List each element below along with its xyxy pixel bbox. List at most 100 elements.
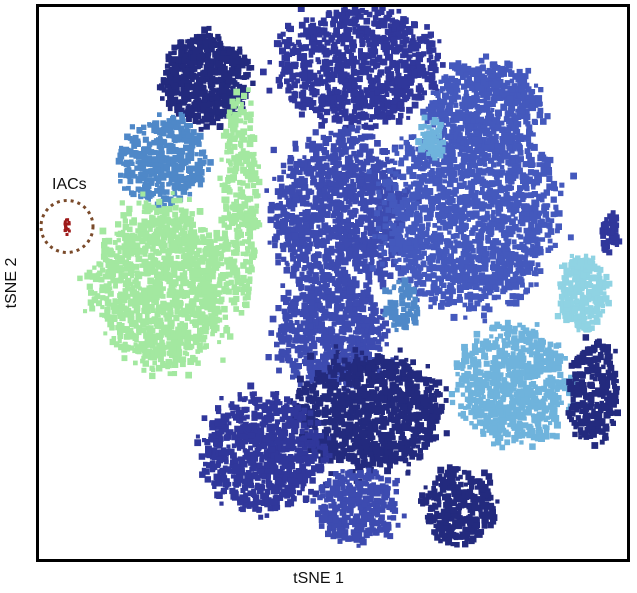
data-point [182,159,189,166]
data-point [323,150,330,156]
data-point [161,286,166,291]
data-point [172,155,180,162]
data-point [291,81,298,88]
data-point [119,296,126,304]
data-point [512,244,518,250]
data-point [141,367,147,373]
data-point [309,145,316,153]
data-point [210,326,218,334]
data-point [414,187,422,195]
data-point [437,239,443,245]
data-point [416,65,422,71]
data-point [244,251,249,257]
data-point [222,102,229,109]
data-point [424,113,431,121]
data-point [317,32,323,38]
data-point [402,86,410,94]
data-point [318,79,325,86]
data-point [146,141,153,147]
data-point [280,204,287,210]
data-point [416,36,422,41]
data-point [253,208,259,214]
data-point [134,235,141,242]
data-point [183,90,190,97]
data-point [305,142,312,149]
data-point [290,172,297,180]
data-point [389,158,395,164]
data-point [491,209,496,215]
data-point [328,180,335,187]
data-point [207,70,213,76]
data-point [117,314,123,319]
data-point [351,109,358,115]
data-point [452,187,459,194]
data-point [217,175,223,181]
data-point [426,58,432,63]
data-point [213,94,220,101]
data-point [293,161,301,168]
data-point [306,214,314,221]
data-point [118,148,125,155]
data-point [179,291,185,297]
data-point [363,204,369,210]
data-point [364,60,370,66]
data-point [379,10,385,16]
data-point [235,73,241,80]
cluster-left-steel [115,112,214,209]
data-point [172,241,178,247]
data-point [337,206,343,211]
data-point [138,341,146,348]
data-point [570,172,577,180]
data-point [379,283,387,290]
data-point [392,19,400,27]
data-point [273,40,281,48]
data-point [422,90,427,96]
data-point [340,266,347,273]
data-point [149,214,154,219]
data-point [341,142,348,149]
data-point [341,227,349,235]
data-point [216,123,224,130]
data-point [196,290,202,296]
data-point [136,154,142,160]
data-point [395,63,401,69]
data-point [411,95,417,101]
data-point [364,191,369,196]
data-point [207,36,215,44]
data-point [354,128,360,134]
data-point [362,174,368,180]
data-point [430,47,437,53]
data-point [210,274,216,280]
data-point [189,289,195,295]
data-point [284,185,291,192]
data-point [203,343,209,349]
data-point [123,173,129,179]
data-point [182,236,188,242]
data-point [359,7,365,14]
data-point [350,178,355,183]
data-point [322,21,328,27]
data-point [91,296,98,304]
data-point [308,23,314,30]
data-point [267,240,272,245]
data-point [291,50,296,54]
data-point [335,57,342,65]
data-point [184,137,191,144]
data-point [332,44,338,49]
data-point [145,313,150,319]
data-point [192,229,198,234]
data-point [342,82,350,90]
data-point [324,164,330,170]
data-point [234,278,242,285]
data-point [308,84,315,92]
data-point [326,198,332,203]
data-point [182,72,187,77]
data-point [140,321,147,328]
data-point [281,54,288,61]
data-point [287,25,294,33]
data-point [405,63,410,68]
data-point [267,206,275,213]
data-point [160,175,167,181]
data-point [235,224,242,230]
data-point [364,34,370,41]
